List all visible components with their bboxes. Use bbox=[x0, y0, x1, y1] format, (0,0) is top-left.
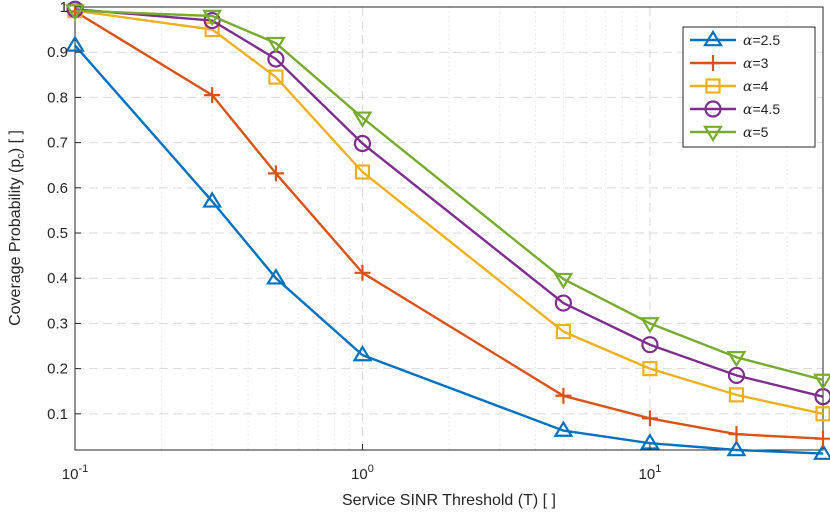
data-point-triangle-up bbox=[65, 35, 85, 52]
y-axis-ticks: 0.1 0.2 0.3 0.4 0.5 0.6 0.7 0.8 0.9 1 bbox=[47, 0, 81, 423]
legend-label: α=5 bbox=[743, 124, 769, 141]
series-4 bbox=[66, 0, 830, 406]
legend-entry: α=5 bbox=[690, 124, 769, 143]
y-tick-label: 0.4 bbox=[47, 270, 68, 287]
legend-entry: α=4 bbox=[690, 78, 769, 95]
y-tick-label: 0.2 bbox=[47, 361, 68, 378]
data-point-triangle-up bbox=[813, 443, 830, 460]
x-tick-label: 101 bbox=[639, 463, 662, 483]
legend-label-greek: α bbox=[743, 79, 753, 95]
legend-label-value: =4 bbox=[752, 78, 768, 94]
data-point-triangle-down bbox=[726, 351, 747, 368]
x-axis-ticks: 10-1 100 101 bbox=[62, 444, 662, 483]
data-point-square bbox=[268, 69, 284, 85]
data-point-square bbox=[728, 387, 745, 403]
data-point-square bbox=[555, 323, 571, 340]
x-tick-label-exponent: 1 bbox=[655, 463, 661, 475]
y-axis-label-main: Coverage Probability (p bbox=[7, 159, 24, 326]
legend-label-greek: α bbox=[743, 56, 753, 72]
data-point-triangle-down bbox=[202, 9, 223, 27]
y-tick-label: 0.8 bbox=[47, 89, 68, 106]
data-point-plus bbox=[267, 165, 284, 182]
legend-label: α=3 bbox=[743, 55, 769, 72]
data-point-circle bbox=[727, 366, 746, 385]
x-tick-label-exponent: -1 bbox=[78, 463, 88, 475]
x-tick-label-base: 10 bbox=[639, 466, 656, 483]
data-point-triangle-up bbox=[352, 344, 373, 362]
legend-label: α=4 bbox=[743, 78, 769, 95]
legend-label-value: =4.5 bbox=[752, 101, 780, 117]
legend-label-greek: α bbox=[743, 102, 753, 118]
y-axis-label-subscript: c bbox=[15, 153, 27, 159]
y-tick-label: 1 bbox=[60, 0, 68, 16]
legend-label-value: =2.5 bbox=[752, 32, 780, 48]
legend-label: α=2.5 bbox=[743, 32, 780, 49]
data-point-triangle-up bbox=[265, 268, 286, 285]
data-point-triangle-up bbox=[703, 29, 723, 47]
plot-frame bbox=[74, 6, 824, 451]
legend-entry: α=3 bbox=[690, 55, 769, 72]
legend-entry: α=4.5 bbox=[690, 100, 780, 118]
y-tick-label: 0.3 bbox=[47, 315, 68, 332]
data-point-plus bbox=[815, 430, 830, 447]
legend-entry: α=2.5 bbox=[690, 29, 780, 49]
series-line bbox=[74, 8, 824, 398]
x-tick-label-base: 10 bbox=[62, 466, 79, 483]
y-axis-label-suffix: ) [ ] bbox=[7, 130, 24, 153]
y-axis-label: Coverage Probability (pc) [ ] bbox=[7, 130, 27, 326]
legend-label: α=4.5 bbox=[743, 101, 780, 118]
data-point-plus bbox=[728, 426, 745, 443]
data-point-plus bbox=[705, 55, 721, 71]
legend-label-value: =5 bbox=[752, 124, 768, 140]
y-tick-label: 0.5 bbox=[47, 225, 68, 242]
data-point-triangle-down bbox=[813, 373, 830, 391]
data-point-triangle-down bbox=[703, 125, 723, 143]
data-point-square bbox=[705, 78, 721, 94]
data-point-plus bbox=[641, 410, 658, 427]
data-point-plus bbox=[354, 264, 371, 281]
data-point-square bbox=[642, 361, 658, 377]
data-point-triangle-down bbox=[639, 317, 660, 334]
series-5 bbox=[65, 4, 830, 391]
legend-label-value: =3 bbox=[752, 55, 768, 71]
x-tick-label: 10-1 bbox=[62, 463, 88, 483]
data-point-plus bbox=[204, 87, 221, 104]
series-line bbox=[74, 9, 824, 382]
data-point-triangle-down bbox=[65, 4, 85, 21]
x-tick-label-base: 10 bbox=[351, 466, 368, 483]
data-point-triangle-down bbox=[352, 111, 373, 128]
legend-label-greek: α bbox=[743, 33, 753, 49]
data-point-circle bbox=[704, 100, 722, 118]
x-tick-label-exponent: 0 bbox=[368, 463, 374, 475]
data-point-circle bbox=[203, 11, 221, 30]
x-axis-label: Service SINR Threshold (T) [ ] bbox=[342, 492, 556, 509]
series-line bbox=[74, 44, 824, 455]
y-tick-label: 0.9 bbox=[47, 44, 68, 61]
series-line bbox=[74, 10, 824, 440]
data-point-triangle-down bbox=[553, 272, 574, 290]
series-line bbox=[74, 9, 824, 415]
series-group bbox=[65, 0, 830, 460]
data-point-plus bbox=[555, 387, 572, 404]
y-tick-label: 0.7 bbox=[47, 135, 68, 152]
data-point-triangle-up bbox=[726, 439, 747, 457]
data-point-circle bbox=[554, 294, 572, 312]
data-point-circle bbox=[353, 134, 372, 153]
data-point-square bbox=[354, 164, 371, 180]
legend: α=2.5α=3α=4α=4.5α=5 bbox=[682, 26, 816, 148]
series-1 bbox=[65, 35, 830, 460]
x-tick-label: 100 bbox=[351, 463, 374, 483]
data-point-triangle-down bbox=[265, 36, 286, 54]
y-tick-label: 0.6 bbox=[47, 180, 68, 197]
data-point-triangle-up bbox=[553, 420, 574, 437]
legend-label-greek: α bbox=[743, 125, 753, 141]
y-tick-label: 0.1 bbox=[47, 406, 68, 423]
data-point-triangle-up bbox=[202, 191, 223, 208]
data-point-circle bbox=[641, 336, 659, 354]
